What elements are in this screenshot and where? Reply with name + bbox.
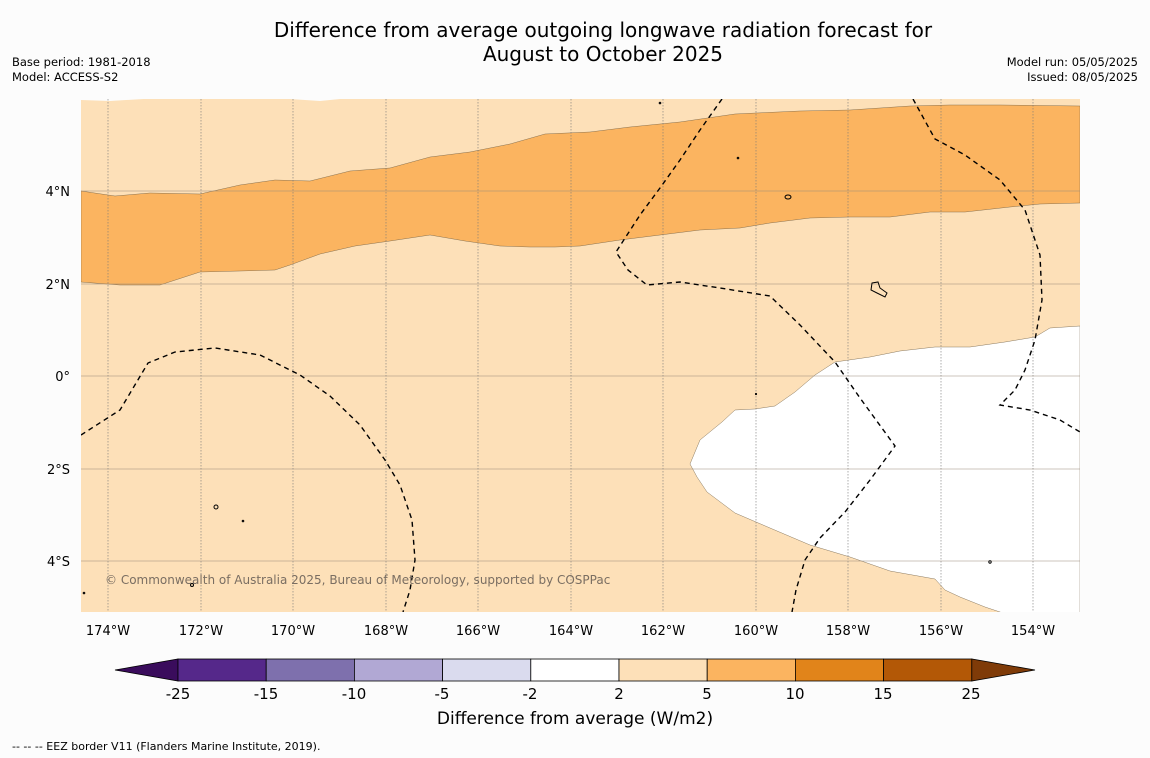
map-area — [81, 99, 1080, 612]
model-info: Base period: 1981-2018 Model: ACCESS-S2 — [12, 55, 151, 85]
run-info: Model run: 05/05/2025 Issued: 08/05/2025 — [1007, 55, 1138, 85]
lon-label: 156°W — [919, 624, 963, 639]
colorbar-segment — [442, 658, 532, 682]
lon-label: 170°W — [271, 624, 315, 639]
colorbar-segment — [795, 658, 885, 682]
colorbar-extend-high — [971, 658, 1036, 682]
colorbar-segment — [618, 658, 708, 682]
colorbar-extend-low — [114, 658, 179, 682]
issued-label: Issued: 08/05/2025 — [1027, 70, 1138, 84]
colorbar-tick: 2 — [614, 685, 624, 703]
colorbar-segment — [265, 658, 355, 682]
colorbar-segment — [530, 658, 620, 682]
lon-label: 158°W — [826, 624, 870, 639]
no-data-edge — [81, 99, 1080, 101]
island-9 — [82, 591, 86, 595]
lat-label: 0° — [55, 370, 70, 385]
latitude-gridlines — [81, 190, 1080, 562]
colorbar-tick: -2 — [523, 685, 538, 703]
eez-border-west — [81, 347, 416, 612]
lon-label: 166°W — [456, 624, 500, 639]
colorbar-segment — [706, 658, 796, 682]
island-3 — [213, 504, 219, 510]
colorbar-tick: -10 — [342, 685, 367, 703]
lat-label: 2°S — [47, 463, 70, 478]
island-5 — [241, 519, 245, 523]
lon-label: 164°W — [549, 624, 593, 639]
map-title: Difference from average outgoing longwav… — [0, 18, 1150, 66]
colorbar-segment — [883, 658, 973, 682]
lon-label: 160°W — [734, 624, 778, 639]
island-10 — [754, 392, 758, 396]
model-label: Model: ACCESS-S2 — [12, 70, 119, 84]
colorbar — [114, 658, 1036, 682]
lat-label: 4°S — [47, 555, 70, 570]
base-period-label: Base period: 1981-2018 — [12, 55, 151, 69]
island-2 — [870, 281, 888, 298]
eez-borders — [81, 99, 1080, 612]
island-6 — [658, 101, 662, 105]
eez-footnote: -- -- -- EEZ border V11 (Flanders Marine… — [12, 740, 321, 753]
title-line-1: Difference from average outgoing longwav… — [273, 18, 933, 42]
colorbar-tick: 10 — [785, 685, 804, 703]
island-1 — [784, 194, 792, 200]
colorbar-tick: -25 — [166, 685, 191, 703]
island-7 — [736, 156, 740, 160]
colorbar-tick: 25 — [961, 685, 980, 703]
colorbar-tick: -15 — [254, 685, 279, 703]
lon-label: 174°W — [86, 624, 130, 639]
colorbar-tick: 15 — [873, 685, 892, 703]
anomaly-5-to-10-region — [81, 104, 1080, 286]
colorbar-tick: -5 — [435, 685, 450, 703]
lon-label: 154°W — [1011, 624, 1055, 639]
colorbar-title: Difference from average (W/m2) — [436, 709, 714, 729]
latitude-labels: 4°N 2°N 0° 2°S 4°S — [46, 185, 71, 570]
lon-label: 172°W — [179, 624, 223, 639]
copyright-notice: © Commonwealth of Australia 2025, Bureau… — [105, 573, 610, 587]
island-4 — [190, 583, 194, 587]
lon-label: 168°W — [364, 624, 408, 639]
longitude-gridlines — [107, 99, 1034, 612]
colorbar-segment — [177, 658, 267, 682]
lat-label: 2°N — [46, 278, 71, 293]
anomaly-near-zero-region — [689, 325, 1080, 612]
longitude-labels: 174°W 172°W 170°W 168°W 166°W 164°W 162°… — [86, 624, 1055, 639]
title-line-2: August to October 2025 — [482, 42, 724, 66]
colorbar-ticks: -25 -15 -10 -5 -2 2 5 10 15 25 — [166, 685, 981, 703]
anomaly-2-to-5-region — [81, 99, 1080, 612]
colorbar-tick: 5 — [702, 685, 712, 703]
lat-label: 4°N — [46, 185, 71, 200]
eez-border-east — [912, 99, 1080, 433]
eez-border-central — [615, 99, 896, 612]
colorbar-segment — [353, 658, 443, 682]
islands — [82, 101, 992, 595]
model-run-label: Model run: 05/05/2025 — [1006, 55, 1138, 69]
island-8 — [988, 560, 992, 564]
lon-label: 162°W — [641, 624, 685, 639]
